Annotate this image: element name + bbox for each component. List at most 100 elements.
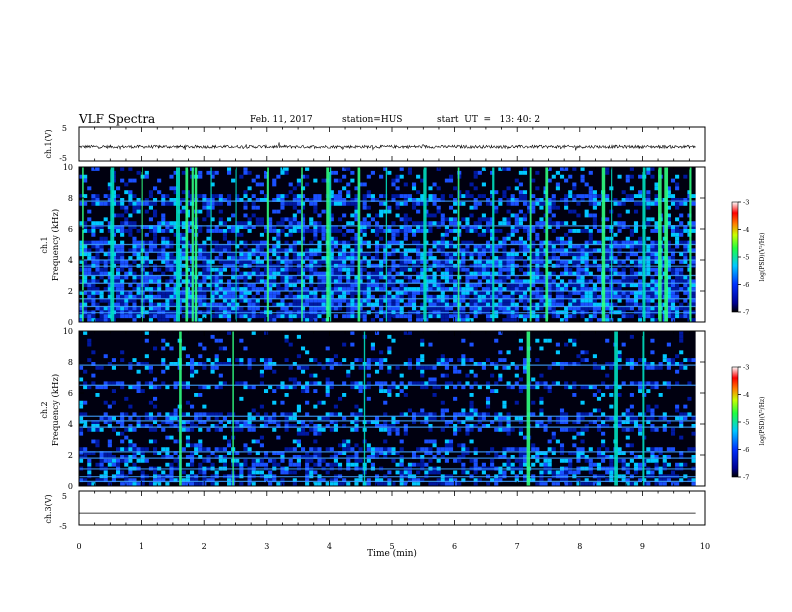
- spectrogram-cell: [666, 420, 671, 425]
- spectrogram-cell: [280, 271, 285, 276]
- spectrogram-cell: [469, 256, 474, 261]
- spectrogram-cell: [251, 462, 256, 467]
- spectrogram-cell: [494, 314, 499, 319]
- spectrogram-cell: [691, 424, 696, 428]
- spectrogram-cell: [420, 342, 425, 347]
- spectrogram-cell: [350, 213, 355, 218]
- spectrogram-cell: [362, 291, 367, 295]
- spectrogram-cell: [461, 294, 466, 299]
- spectrogram-cell: [292, 424, 297, 428]
- spectrogram-cell: [202, 248, 207, 253]
- spectrogram-cell: [510, 302, 515, 307]
- spectrogram-cell: [588, 294, 593, 299]
- spectrogram-cell: [428, 451, 433, 456]
- spectrogram-cell: [329, 279, 334, 284]
- spectrogram-cell: [374, 447, 380, 452]
- spectrogram-cell: [350, 198, 355, 202]
- spectrogram-cell: [522, 167, 528, 171]
- spectrogram-cell: [621, 201, 626, 206]
- spectrogram-cell: [107, 462, 112, 467]
- spectrogram-cell: [120, 306, 125, 311]
- spectrogram-cell: [629, 260, 634, 264]
- spectrogram-burst: [329, 167, 332, 322]
- spectrogram-cell: [243, 252, 248, 257]
- spectrogram-cell: [152, 267, 158, 272]
- spectrogram-cell: [490, 201, 495, 206]
- spectrogram-cell: [387, 170, 392, 175]
- spectrogram-cell: [683, 283, 688, 288]
- spectrogram-cell: [354, 455, 359, 459]
- spectrogram-cell: [679, 416, 684, 421]
- spectrogram-cell: [555, 362, 560, 366]
- spectrogram-cell: [391, 427, 396, 432]
- spectrogram-cell: [370, 451, 375, 456]
- spectrogram-cell: [596, 447, 602, 452]
- spectrogram-cell: [654, 283, 659, 288]
- spectrogram-cell: [136, 369, 141, 374]
- spectrogram-cell: [206, 306, 211, 311]
- spectrogram-cell: [481, 232, 486, 237]
- spectrogram-cell: [107, 186, 112, 191]
- spectrogram-cell: [152, 279, 158, 284]
- spectrogram-cell: [522, 435, 528, 440]
- spectrogram-cell: [457, 369, 462, 374]
- spectrogram-cell: [259, 416, 264, 421]
- spectrogram-cell: [584, 294, 589, 299]
- spectrogram-cell: [202, 287, 207, 292]
- spectrogram-cell: [181, 298, 186, 303]
- spectrogram-cell: [420, 385, 425, 390]
- spectrogram-cell: [91, 256, 96, 261]
- spectrogram-cell: [469, 213, 474, 218]
- spectrogram-cell: [596, 287, 602, 292]
- spectrogram-cell: [259, 244, 264, 249]
- spectrogram-cell: [485, 198, 491, 202]
- spectrogram-cell: [313, 427, 318, 432]
- spectrogram-cell: [247, 298, 252, 303]
- spectrogram-cell: [337, 178, 343, 183]
- spectrogram-cell: [453, 225, 458, 230]
- spectrogram-cell: [646, 271, 651, 276]
- spectrogram-cell: [568, 451, 573, 456]
- spectrogram-cell: [650, 217, 655, 222]
- spectrogram-cell: [481, 416, 486, 421]
- spectrogram-cell: [354, 232, 359, 237]
- spectrogram-cell: [490, 314, 495, 319]
- spectrogram-cell: [169, 412, 174, 417]
- spectrogram-cell: [161, 381, 166, 386]
- spectrogram-cell: [670, 260, 676, 264]
- spectrogram-cell: [309, 294, 314, 299]
- spectrogram-cell: [588, 229, 593, 233]
- spectrogram-cell: [157, 287, 162, 292]
- spectrogram-cell: [411, 279, 417, 284]
- spectrogram-cell: [580, 167, 585, 171]
- spectrogram-cell: [679, 201, 684, 206]
- spectrogram-cell: [568, 240, 573, 245]
- spectrogram-cell: [666, 190, 671, 195]
- spectrogram-cell: [354, 283, 359, 288]
- spectrogram-cell: [683, 365, 688, 370]
- spectrogram-cell: [477, 291, 482, 295]
- spectrogram-cell: [362, 201, 367, 206]
- spectrogram-cell: [580, 385, 585, 390]
- spectrogram-cell: [148, 294, 153, 299]
- spectrogram-cell: [527, 201, 532, 206]
- spectrogram-cell: [436, 447, 441, 452]
- spectrogram-cell: [342, 225, 347, 230]
- spectrogram-cell: [165, 236, 170, 241]
- spectrogram-cell: [235, 198, 240, 202]
- spectrogram-cell: [161, 455, 166, 459]
- spectrogram-cell: [346, 287, 351, 292]
- spectrogram-cell: [300, 225, 306, 230]
- spectrogram-cell: [596, 279, 602, 284]
- spectrogram-burst: [385, 167, 388, 322]
- spectrogram-cell: [436, 225, 441, 230]
- spectrogram-cell: [416, 198, 421, 202]
- spectrogram-cell: [551, 240, 556, 245]
- spectrogram-cell: [181, 447, 186, 452]
- spectrogram-cell: [498, 331, 503, 335]
- spectrogram-cell: [440, 416, 445, 421]
- spectrogram-cell: [670, 447, 676, 452]
- spectrogram-cell: [399, 287, 404, 292]
- spectrogram-cell: [465, 194, 470, 199]
- spectrogram-cell: [152, 244, 158, 249]
